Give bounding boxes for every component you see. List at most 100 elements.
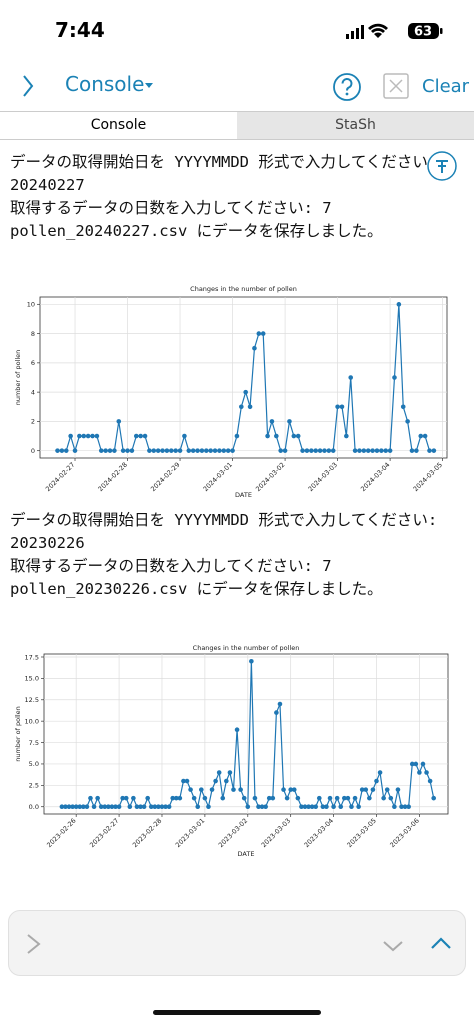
data-point <box>91 804 97 810</box>
data-point <box>377 770 383 775</box>
data-point <box>181 778 186 784</box>
data-point <box>239 404 244 410</box>
data-point <box>202 795 208 801</box>
tab-stash[interactable]: StaSh <box>237 112 474 139</box>
data-point <box>260 331 266 336</box>
data-point <box>209 787 215 792</box>
data-point <box>141 804 147 810</box>
data-point <box>173 448 178 453</box>
history-up[interactable] <box>429 934 453 954</box>
data-point <box>392 804 397 810</box>
y-tick-label: 0.0 <box>29 803 39 811</box>
data-point <box>277 701 283 707</box>
data-point <box>291 787 297 792</box>
data-point <box>103 448 108 453</box>
data-point <box>170 795 176 801</box>
data-point <box>306 804 311 810</box>
float-button[interactable] <box>426 150 458 182</box>
input-bar[interactable] <box>8 910 466 976</box>
data-point <box>249 658 254 664</box>
data-point <box>138 804 143 810</box>
console-line: pollen_20240227.csv にデータを保存しました。 <box>10 222 383 240</box>
y-tick-label: 4 <box>31 388 35 396</box>
dropdown-icon[interactable] <box>144 80 154 90</box>
clear-button[interactable]: Clear <box>422 76 470 97</box>
data-point <box>145 795 150 801</box>
data-point <box>409 448 415 453</box>
data-point <box>269 419 275 424</box>
data-point <box>384 787 390 792</box>
console-output: データの取得開始日を YYYYMMDD 形式で入力してください: 2024022… <box>10 151 450 243</box>
prompt-icon <box>27 934 41 954</box>
data-point <box>349 804 354 810</box>
data-point <box>177 448 183 453</box>
data-point <box>313 804 319 810</box>
data-point <box>309 804 315 810</box>
data-point <box>274 433 279 439</box>
data-point <box>147 448 152 453</box>
console-line: データの取得開始日を YYYYMMDD 形式で入力してください: 2024022… <box>10 153 438 194</box>
data-point <box>231 787 236 792</box>
data-point <box>217 448 222 453</box>
data-point <box>274 710 279 715</box>
data-point <box>317 448 323 453</box>
data-point <box>238 787 243 792</box>
history-down[interactable] <box>381 936 405 956</box>
x-tick-label: 2023-03-06 <box>388 817 420 849</box>
data-point <box>113 804 118 810</box>
help-button[interactable] <box>332 72 362 102</box>
data-point <box>102 804 108 810</box>
tab-console[interactable]: Console <box>0 112 237 139</box>
back-chevron[interactable] <box>18 72 38 100</box>
x-tick-label: 2023-02-27 <box>88 817 120 849</box>
data-point <box>259 804 265 810</box>
data-point <box>59 448 65 453</box>
chart: 0.0 2.5 5.0 7.5 10.0 12.5 15.0 17.5 2023-02-26 20… <box>14 644 449 858</box>
data-point <box>216 770 222 775</box>
data-point <box>381 795 386 801</box>
data-point <box>63 448 69 453</box>
data-point <box>326 448 332 453</box>
data-point <box>131 795 136 801</box>
close-button[interactable] <box>382 72 410 100</box>
data-point <box>352 448 358 453</box>
y-tick-label: 10.0 <box>25 717 39 725</box>
data-point <box>252 345 257 351</box>
data-point <box>241 795 247 801</box>
y-tick-label: 8 <box>31 330 35 338</box>
data-point <box>90 433 95 439</box>
data-point <box>204 448 209 453</box>
console-line: 取得するデータの日数を入力してください: 7 <box>10 199 332 217</box>
data-point <box>342 795 347 801</box>
data-point <box>213 778 218 784</box>
divider <box>0 111 474 112</box>
status-icons: 63 <box>346 23 443 40</box>
x-tick-label: 2024-02-28 <box>97 461 129 493</box>
data-point <box>72 448 78 453</box>
data-point <box>84 804 90 810</box>
data-point <box>338 804 344 810</box>
toolbar-title[interactable]: Console <box>65 72 145 96</box>
x-tick-label: 2023-03-04 <box>303 817 335 849</box>
data-point <box>199 787 204 792</box>
data-point <box>431 795 436 801</box>
data-point <box>313 448 319 453</box>
data-point <box>224 778 229 784</box>
data-point <box>335 404 340 410</box>
y-tick-label: 17.5 <box>25 653 39 661</box>
data-point <box>195 448 200 453</box>
data-point <box>166 804 172 810</box>
x-tick-label: 2024-03-04 <box>359 461 391 493</box>
data-point <box>363 787 369 792</box>
x-tick-label: 2024-03-03 <box>307 461 339 493</box>
data-point <box>256 331 262 336</box>
data-point <box>94 433 100 439</box>
data-point <box>352 795 358 801</box>
data-point <box>63 804 68 810</box>
data-point <box>295 795 301 801</box>
data-point <box>177 795 183 801</box>
chart: 0 2 4 6 8 10 2024-02-27 2024-02-28 2024-02-29 202… <box>14 285 448 499</box>
plot-area <box>43 653 449 815</box>
data-point <box>59 804 65 810</box>
data-point <box>431 448 437 453</box>
